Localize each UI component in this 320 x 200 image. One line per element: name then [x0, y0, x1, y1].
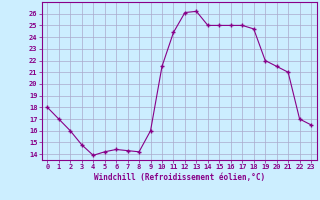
X-axis label: Windchill (Refroidissement éolien,°C): Windchill (Refroidissement éolien,°C) — [94, 173, 265, 182]
